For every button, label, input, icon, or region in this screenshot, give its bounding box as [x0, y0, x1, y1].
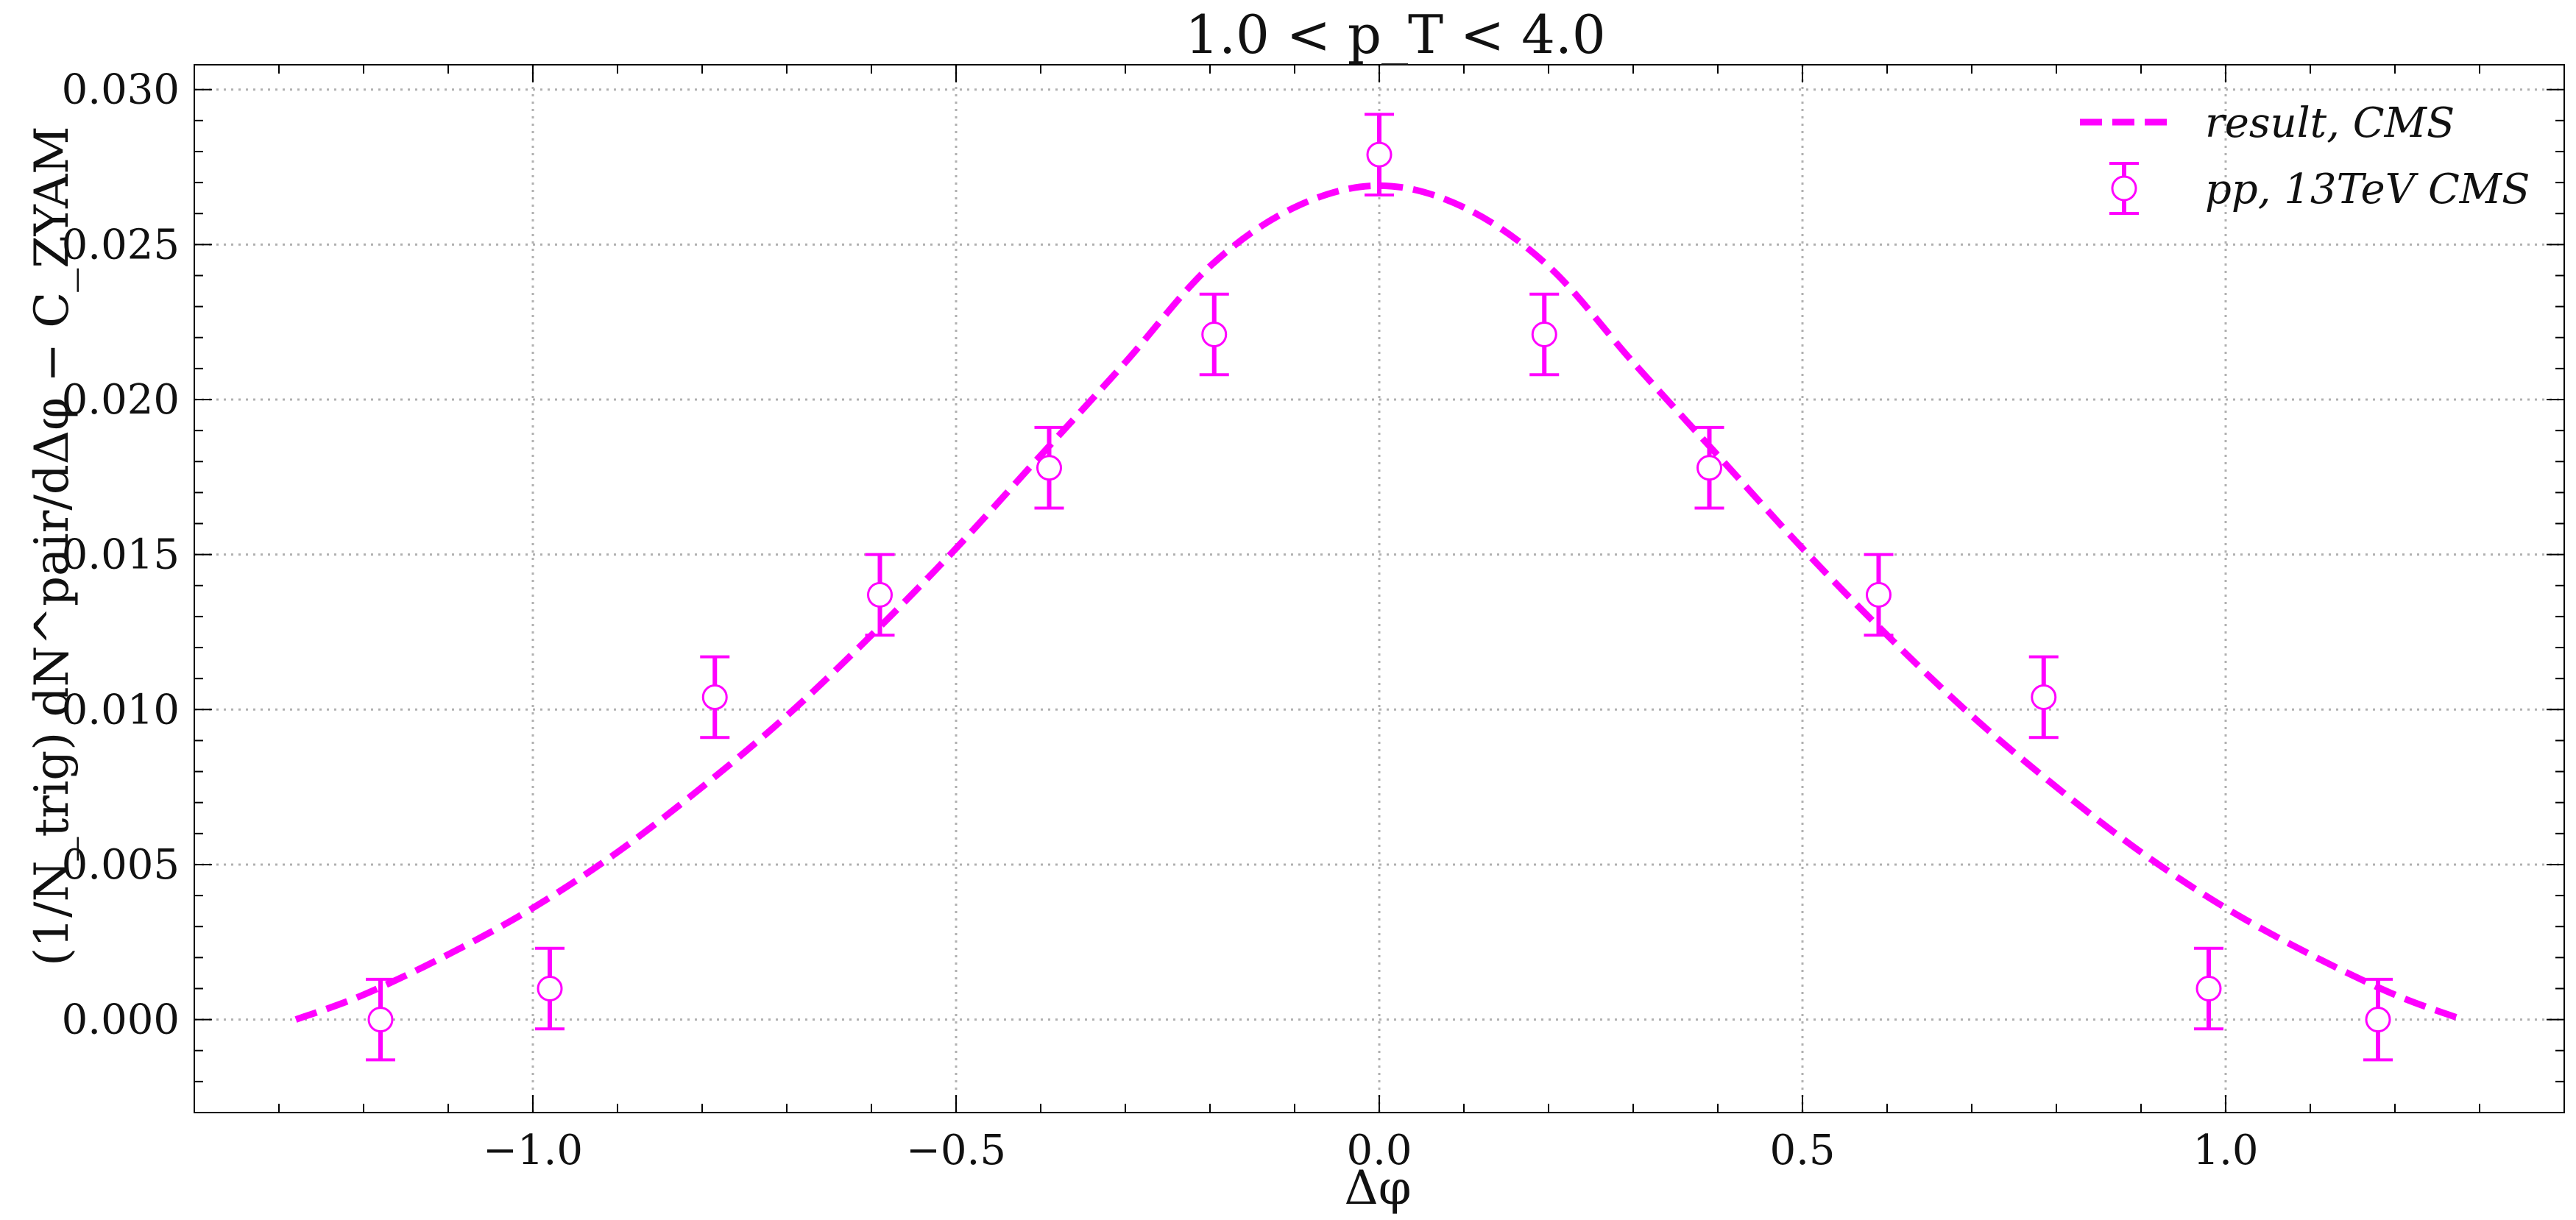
- y-tick-label: 0.030: [62, 66, 180, 114]
- data-point: [2194, 946, 2223, 1031]
- data-point: [366, 977, 395, 1062]
- data-point: [2028, 655, 2059, 740]
- grid: [194, 65, 2564, 1113]
- y-axis-title: (1/N_trig) dN^pair/dΔφ − C_ZYAM: [25, 126, 79, 965]
- data-marker: [537, 975, 563, 1001]
- data-marker: [2031, 684, 2057, 710]
- legend-label-data: pp, 13TeV CMS: [2205, 166, 2530, 213]
- data-point: [1529, 292, 1560, 377]
- data-marker: [2195, 975, 2222, 1001]
- y-tick-label: 0.020: [62, 376, 180, 424]
- data-marker: [701, 684, 728, 710]
- data-point: [1199, 292, 1229, 377]
- data-marker: [1531, 322, 1557, 348]
- y-tick-label: 0.005: [62, 841, 180, 889]
- data-marker: [367, 1007, 394, 1033]
- data-point: [2363, 977, 2393, 1062]
- y-tick-label: 0.025: [62, 221, 180, 269]
- plot-series: [294, 113, 2464, 1062]
- data-point: [1694, 425, 1724, 510]
- data-marker: [867, 581, 893, 608]
- x-tick-label: 0.0: [1346, 1127, 1412, 1174]
- y-tick-label: 0.010: [62, 686, 180, 734]
- data-marker: [2365, 1007, 2391, 1033]
- y-tick-label: 0.015: [62, 531, 180, 579]
- data-point: [1034, 425, 1064, 510]
- data-point: [865, 553, 895, 637]
- x-axis-title: Δφ: [1344, 1161, 1411, 1216]
- data-marker: [1036, 455, 1062, 481]
- data-marker: [1866, 581, 1892, 608]
- data-marker: [1201, 322, 1228, 348]
- chart-title: 1.0 < p_T < 4.0: [1185, 4, 1605, 65]
- series-line-result: [294, 182, 2464, 1023]
- x-tick-label: −0.5: [906, 1127, 1006, 1174]
- legend: result, CMS pp, 13TeV CMS: [2080, 99, 2530, 215]
- y-tick-label: 0.000: [62, 996, 180, 1044]
- x-tick-label: 1.0: [2193, 1127, 2258, 1174]
- legend-swatch-data: [2109, 162, 2139, 215]
- axis-ticks: −1.0 −0.5 0.0 0.5 1.0 0.000 0.005 0.010 0.015 0.0…: [62, 65, 2565, 1174]
- data-point: [1864, 553, 1894, 637]
- legend-label-result: result, CMS: [2205, 99, 2455, 147]
- data-point: [700, 655, 730, 740]
- x-tick-label: −1.0: [483, 1127, 583, 1174]
- data-marker: [1696, 455, 1722, 481]
- x-tick-label: 0.5: [1769, 1127, 1835, 1174]
- data-point: [1365, 113, 1394, 196]
- data-marker: [1366, 141, 1393, 168]
- data-point: [535, 946, 565, 1031]
